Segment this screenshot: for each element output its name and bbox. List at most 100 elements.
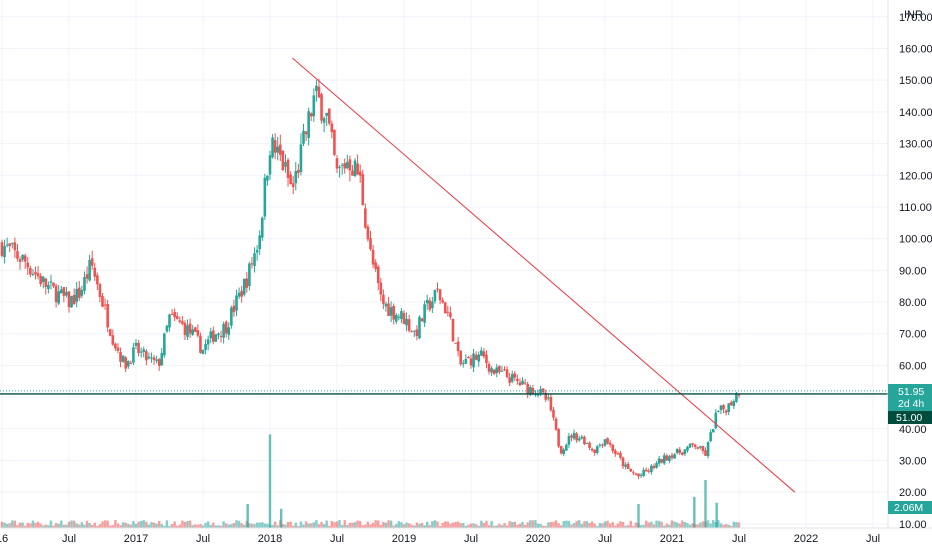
volume-spike [693, 496, 696, 528]
candle-body [75, 288, 79, 302]
candle-body [454, 342, 457, 344]
volume-bar [500, 525, 504, 528]
volume-bar [88, 523, 91, 528]
volume-bar [201, 525, 205, 528]
volume-bar [490, 520, 493, 528]
volume-bar [147, 524, 151, 528]
volume-bar [601, 523, 604, 528]
volume-bar [400, 522, 403, 528]
volume-bar [639, 525, 643, 528]
time-tick-label: 2022 [794, 533, 818, 545]
candle-body [335, 158, 339, 169]
volume-bar [358, 520, 362, 528]
candle-body [178, 320, 182, 322]
candle-body [49, 281, 53, 283]
candle-body [260, 217, 264, 238]
volume-bar [263, 523, 267, 528]
volume-bar [449, 523, 452, 528]
candle-body [451, 318, 455, 342]
volume-bar [717, 520, 720, 528]
candle-body [374, 262, 377, 270]
volume-bar [183, 522, 187, 528]
volume-bar [93, 522, 96, 528]
candle-body [44, 278, 48, 287]
candle-body [217, 333, 220, 336]
candle-body [245, 278, 249, 288]
volume-bar [297, 525, 300, 528]
candle-body [724, 410, 728, 413]
candle-body [39, 275, 42, 285]
volume-bar [619, 521, 622, 528]
volume-bar [438, 525, 442, 528]
candle-body [29, 268, 32, 275]
candle-body [557, 429, 560, 447]
candle-body [18, 259, 22, 263]
candle-body [595, 446, 599, 453]
volume-bar [353, 522, 357, 528]
candle-body [108, 329, 112, 336]
volume-bar [111, 525, 115, 528]
candle-body [250, 263, 254, 265]
time-tick-label: Jul [196, 533, 210, 545]
volume-bar [52, 525, 55, 528]
candle-body [201, 349, 205, 354]
candle-body [11, 243, 14, 245]
price-tick-label: 40.00 [899, 424, 927, 436]
candle-body [126, 360, 130, 367]
trendline[interactable] [292, 57, 796, 493]
candle-body [297, 169, 300, 174]
volume-bars [0, 434, 741, 528]
candle-body [0, 242, 4, 256]
candle-body [389, 307, 393, 316]
candle-body [175, 316, 179, 319]
candle-body [139, 351, 143, 353]
candle-body [147, 356, 151, 359]
volume-bar [492, 525, 496, 528]
volume-bar [80, 522, 84, 528]
time-axis[interactable]: 16 Jul 2017 Jul 2018 Jul 2019 Jul 2020 Jul 2021 Jul… [0, 533, 880, 545]
volume-bar [261, 522, 264, 528]
candle-body [495, 367, 499, 373]
volume-bar [124, 522, 127, 528]
volume-bar [732, 521, 736, 528]
candle-body [273, 140, 277, 153]
volume-bar [686, 523, 689, 528]
volume-bar [351, 522, 354, 528]
volume-bar [302, 524, 305, 528]
volume-bar [634, 522, 638, 528]
candle-body [394, 314, 398, 322]
volume-bar [212, 522, 215, 528]
price-tags: 51.95 2d 4h 51.00 2.06M [888, 384, 932, 514]
candle-body [214, 334, 218, 342]
volume-bar [719, 523, 723, 528]
volume-bar [384, 522, 388, 528]
volume-bar [518, 523, 522, 528]
volume-bar [255, 522, 259, 528]
volume-bar [482, 522, 486, 528]
candle-body [423, 304, 426, 323]
candle-body [322, 118, 326, 123]
candle-body [717, 411, 720, 413]
candle-body [57, 291, 60, 304]
candle-body [644, 469, 648, 472]
volume-bar [196, 524, 200, 528]
candle-body [248, 263, 251, 286]
candle-body [670, 455, 674, 458]
currency-label: INR [904, 9, 923, 21]
volume-bar [54, 523, 58, 528]
candle-body [443, 302, 447, 314]
candle-body [315, 85, 318, 92]
candle-body [652, 465, 656, 469]
price-tick-label: 10.00 [899, 519, 927, 531]
candle-body [510, 374, 514, 382]
volume-bar [444, 521, 447, 528]
candle-body [364, 208, 367, 228]
volume-bar [291, 525, 295, 528]
candle-body [655, 463, 658, 468]
volume-bar [603, 521, 607, 528]
volume-bar [575, 520, 578, 528]
candle-body [54, 285, 58, 303]
volume-bar [614, 525, 617, 528]
volume-bar [523, 524, 527, 528]
